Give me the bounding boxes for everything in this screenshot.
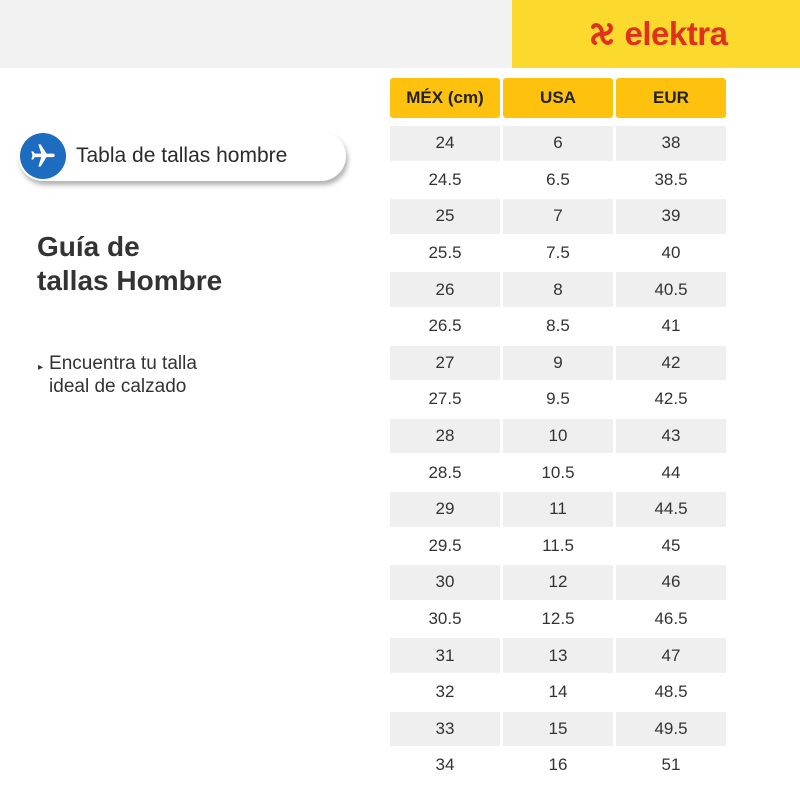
page-title: Guía de tallas Hombre (37, 230, 222, 298)
brand-name: elektra (624, 15, 728, 52)
subtitle: ▸ Encuentra tu talla ideal de calzado (38, 352, 197, 398)
cell-usa: 6 (503, 126, 613, 161)
cell-mex: 28 (390, 418, 500, 454)
cell-mex: 26 (390, 272, 500, 307)
table-row: 28.5 10.5 44 (390, 454, 726, 491)
section-badge: Tabla de tallas hombre (18, 131, 346, 181)
cell-usa: 11.5 (542, 535, 574, 555)
table-row: 25.5 7.5 40 (390, 235, 726, 272)
cell-mex: 34 (435, 755, 455, 775)
cell-usa: 12.5 (541, 609, 575, 629)
cell-eur: 40 (661, 243, 681, 263)
cell-eur: 43 (616, 418, 726, 454)
cell-mex: 33 (390, 711, 500, 747)
cell-mex: 27 (390, 345, 500, 381)
cell-eur: 40.5 (616, 272, 726, 307)
table-header: MÉX (cm) USA EUR (390, 78, 726, 118)
subtitle-line-1: Encuentra tu talla (49, 353, 197, 374)
cell-mex: 25.5 (428, 243, 462, 263)
table-row: 32 14 48.5 (390, 674, 726, 711)
cell-mex: 24.5 (428, 169, 462, 189)
cell-eur: 41 (661, 316, 681, 336)
cell-usa: 9.5 (546, 389, 570, 409)
cell-mex: 28.5 (428, 462, 462, 482)
cell-eur: 46 (616, 565, 726, 600)
bullet-icon: ▸ (38, 362, 44, 373)
cell-usa: 10.5 (541, 462, 575, 482)
cell-usa: 12 (503, 565, 613, 600)
table-row: 29 11 44.5 (390, 491, 726, 528)
cell-usa: 11 (503, 491, 613, 527)
airplane-icon (20, 133, 66, 179)
cell-eur: 42 (616, 345, 726, 381)
cell-eur: 47 (616, 638, 726, 673)
cell-eur: 48.5 (654, 682, 688, 702)
cell-usa: 7 (503, 199, 613, 234)
table-row: 34 16 51 (390, 747, 726, 784)
table-row: 28 10 43 (390, 418, 726, 455)
cell-usa: 16 (548, 755, 568, 775)
cell-usa: 13 (503, 638, 613, 673)
cell-eur: 38 (616, 126, 726, 161)
cell-mex: 27.5 (428, 389, 462, 409)
table-row: 30 12 46 (390, 564, 726, 601)
cell-usa: 6.5 (546, 169, 570, 189)
header-usa: USA (503, 78, 613, 118)
header-eur: EUR (616, 78, 726, 118)
table-row: 26 8 40.5 (390, 271, 726, 308)
cell-mex: 26.5 (428, 316, 462, 336)
subtitle-line-2: ideal de calzado (49, 376, 187, 397)
elektra-swirl-icon (590, 23, 613, 45)
table-row: 27 9 42 (390, 345, 726, 382)
cell-eur: 49.5 (616, 711, 726, 747)
cell-eur: 42.5 (654, 389, 688, 409)
table-row: 25 7 39 (390, 198, 726, 235)
title-line-2: tallas Hombre (37, 265, 223, 296)
size-table: MÉX (cm) USA EUR 24 6 38 24.5 6.5 38.5 25 7 39 25… (390, 78, 726, 784)
cell-usa: 8 (503, 272, 613, 307)
cell-mex: 31 (390, 638, 500, 673)
table-row: 24 6 38 (390, 125, 726, 162)
cell-eur: 45 (661, 535, 681, 555)
header-mex: MÉX (cm) (390, 78, 500, 118)
cell-usa: 8.5 (546, 316, 570, 336)
table-row: 29.5 11.5 45 (390, 528, 726, 565)
table-row: 31 13 47 (390, 637, 726, 674)
table-row: 26.5 8.5 41 (390, 308, 726, 345)
cell-eur: 39 (616, 199, 726, 234)
table-row: 30.5 12.5 46.5 (390, 601, 726, 638)
cell-usa: 10 (503, 418, 613, 454)
cell-mex: 30 (390, 565, 500, 600)
cell-usa: 9 (503, 345, 613, 381)
cell-eur: 44.5 (616, 491, 726, 527)
cell-usa: 15 (503, 711, 613, 747)
cell-mex: 24 (390, 126, 500, 161)
badge-label: Tabla de tallas hombre (76, 144, 288, 167)
cell-mex: 30.5 (428, 609, 462, 629)
cell-eur: 44 (661, 462, 681, 482)
cell-eur: 51 (661, 755, 681, 775)
cell-eur: 38.5 (654, 169, 688, 189)
table-row: 33 15 49.5 (390, 711, 726, 748)
cell-eur: 46.5 (654, 609, 688, 629)
cell-mex: 29 (390, 491, 500, 527)
brand-logo: elektra (512, 0, 800, 68)
cell-mex: 29.5 (428, 535, 462, 555)
cell-mex: 32 (435, 682, 455, 702)
cell-usa: 14 (548, 682, 568, 702)
cell-usa: 7.5 (546, 243, 570, 263)
title-line-1: Guía de (37, 231, 140, 262)
cell-mex: 25 (390, 199, 500, 234)
table-row: 24.5 6.5 38.5 (390, 162, 726, 199)
table-row: 27.5 9.5 42.5 (390, 381, 726, 418)
